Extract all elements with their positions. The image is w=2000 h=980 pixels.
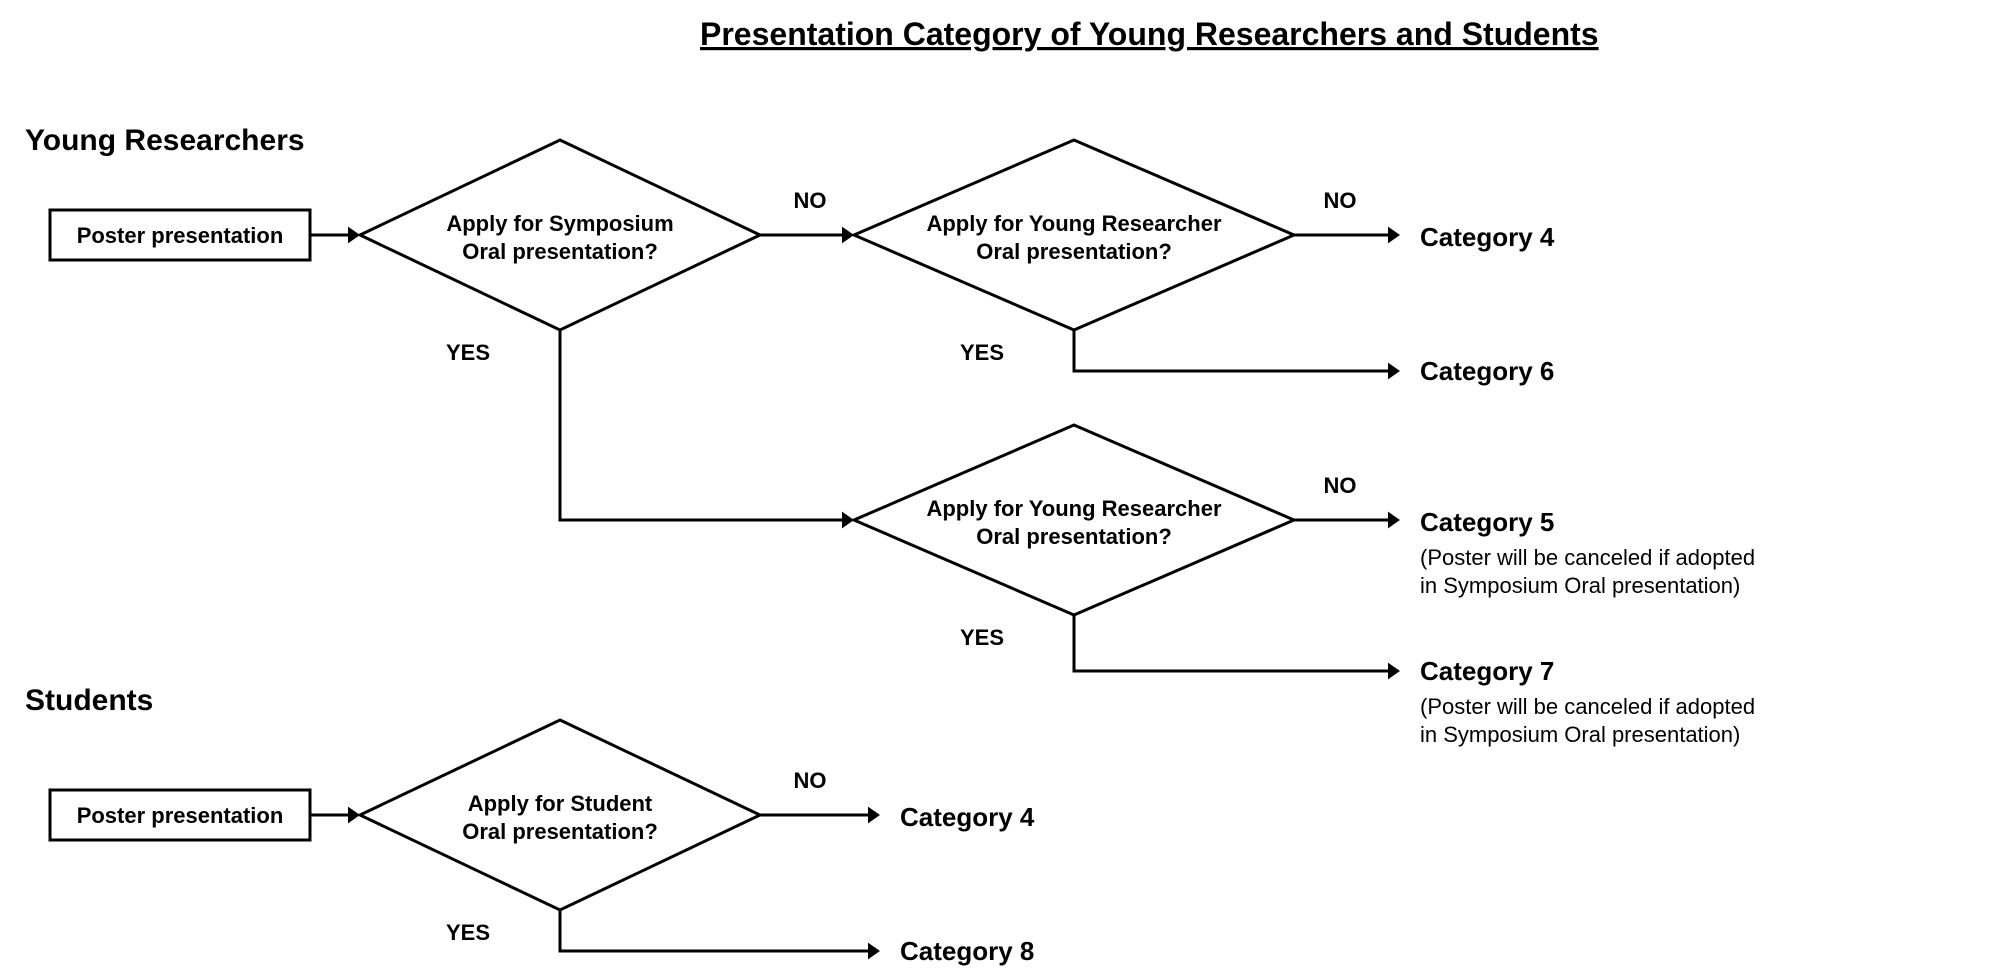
yr-d1-yes-label: YES bbox=[446, 340, 490, 365]
yr-d2-no-label: NO bbox=[1324, 188, 1357, 213]
: Apply for Symposium bbox=[446, 211, 673, 236]
: Apply for Young Researcher bbox=[926, 496, 1221, 521]
yr-cat4: Category 4 bbox=[1420, 222, 1555, 252]
st-cat8: Category 8 bbox=[900, 936, 1034, 966]
yr-start-label: Poster presentation bbox=[77, 223, 284, 248]
: Oral presentation? bbox=[462, 239, 658, 264]
yr-d2-yes-label: YES bbox=[960, 340, 1004, 365]
st-start-label: Poster presentation bbox=[77, 803, 284, 828]
: Oral presentation? bbox=[462, 819, 658, 844]
st-cat4: Category 4 bbox=[900, 802, 1035, 832]
yr-arrow-d1-yes bbox=[560, 330, 852, 520]
yr-d1-no-label: NO bbox=[794, 188, 827, 213]
section-young: Young Researchers bbox=[25, 124, 305, 157]
page-title: Presentation Category of Young Researche… bbox=[700, 16, 1599, 52]
st-d1-yes-label: YES bbox=[446, 920, 490, 945]
yr-cat5: Category 5 bbox=[1420, 507, 1554, 537]
yr-cat6: Category 6 bbox=[1420, 356, 1554, 386]
: Apply for Student bbox=[468, 791, 653, 816]
yr-cat7-note2: in Symposium Oral presentation) bbox=[1420, 722, 1740, 747]
yr-d3-yes-label: YES bbox=[960, 625, 1004, 650]
section-students: Students bbox=[25, 684, 153, 717]
yr-cat7: Category 7 bbox=[1420, 656, 1554, 686]
st-d1-no-label: NO bbox=[794, 768, 827, 793]
yr-arrow-d3-yes bbox=[1074, 615, 1398, 671]
yr-cat7-note1: (Poster will be canceled if adopted bbox=[1420, 694, 1755, 719]
: Oral presentation? bbox=[976, 239, 1172, 264]
: Oral presentation? bbox=[976, 524, 1172, 549]
yr-d3-no-label: NO bbox=[1324, 473, 1357, 498]
st-arrow-d1-yes bbox=[560, 910, 878, 951]
yr-cat5-note2: in Symposium Oral presentation) bbox=[1420, 573, 1740, 598]
yr-cat5-note1: (Poster will be canceled if adopted bbox=[1420, 545, 1755, 570]
yr-arrow-d2-yes bbox=[1074, 330, 1398, 371]
: Apply for Young Researcher bbox=[926, 211, 1221, 236]
